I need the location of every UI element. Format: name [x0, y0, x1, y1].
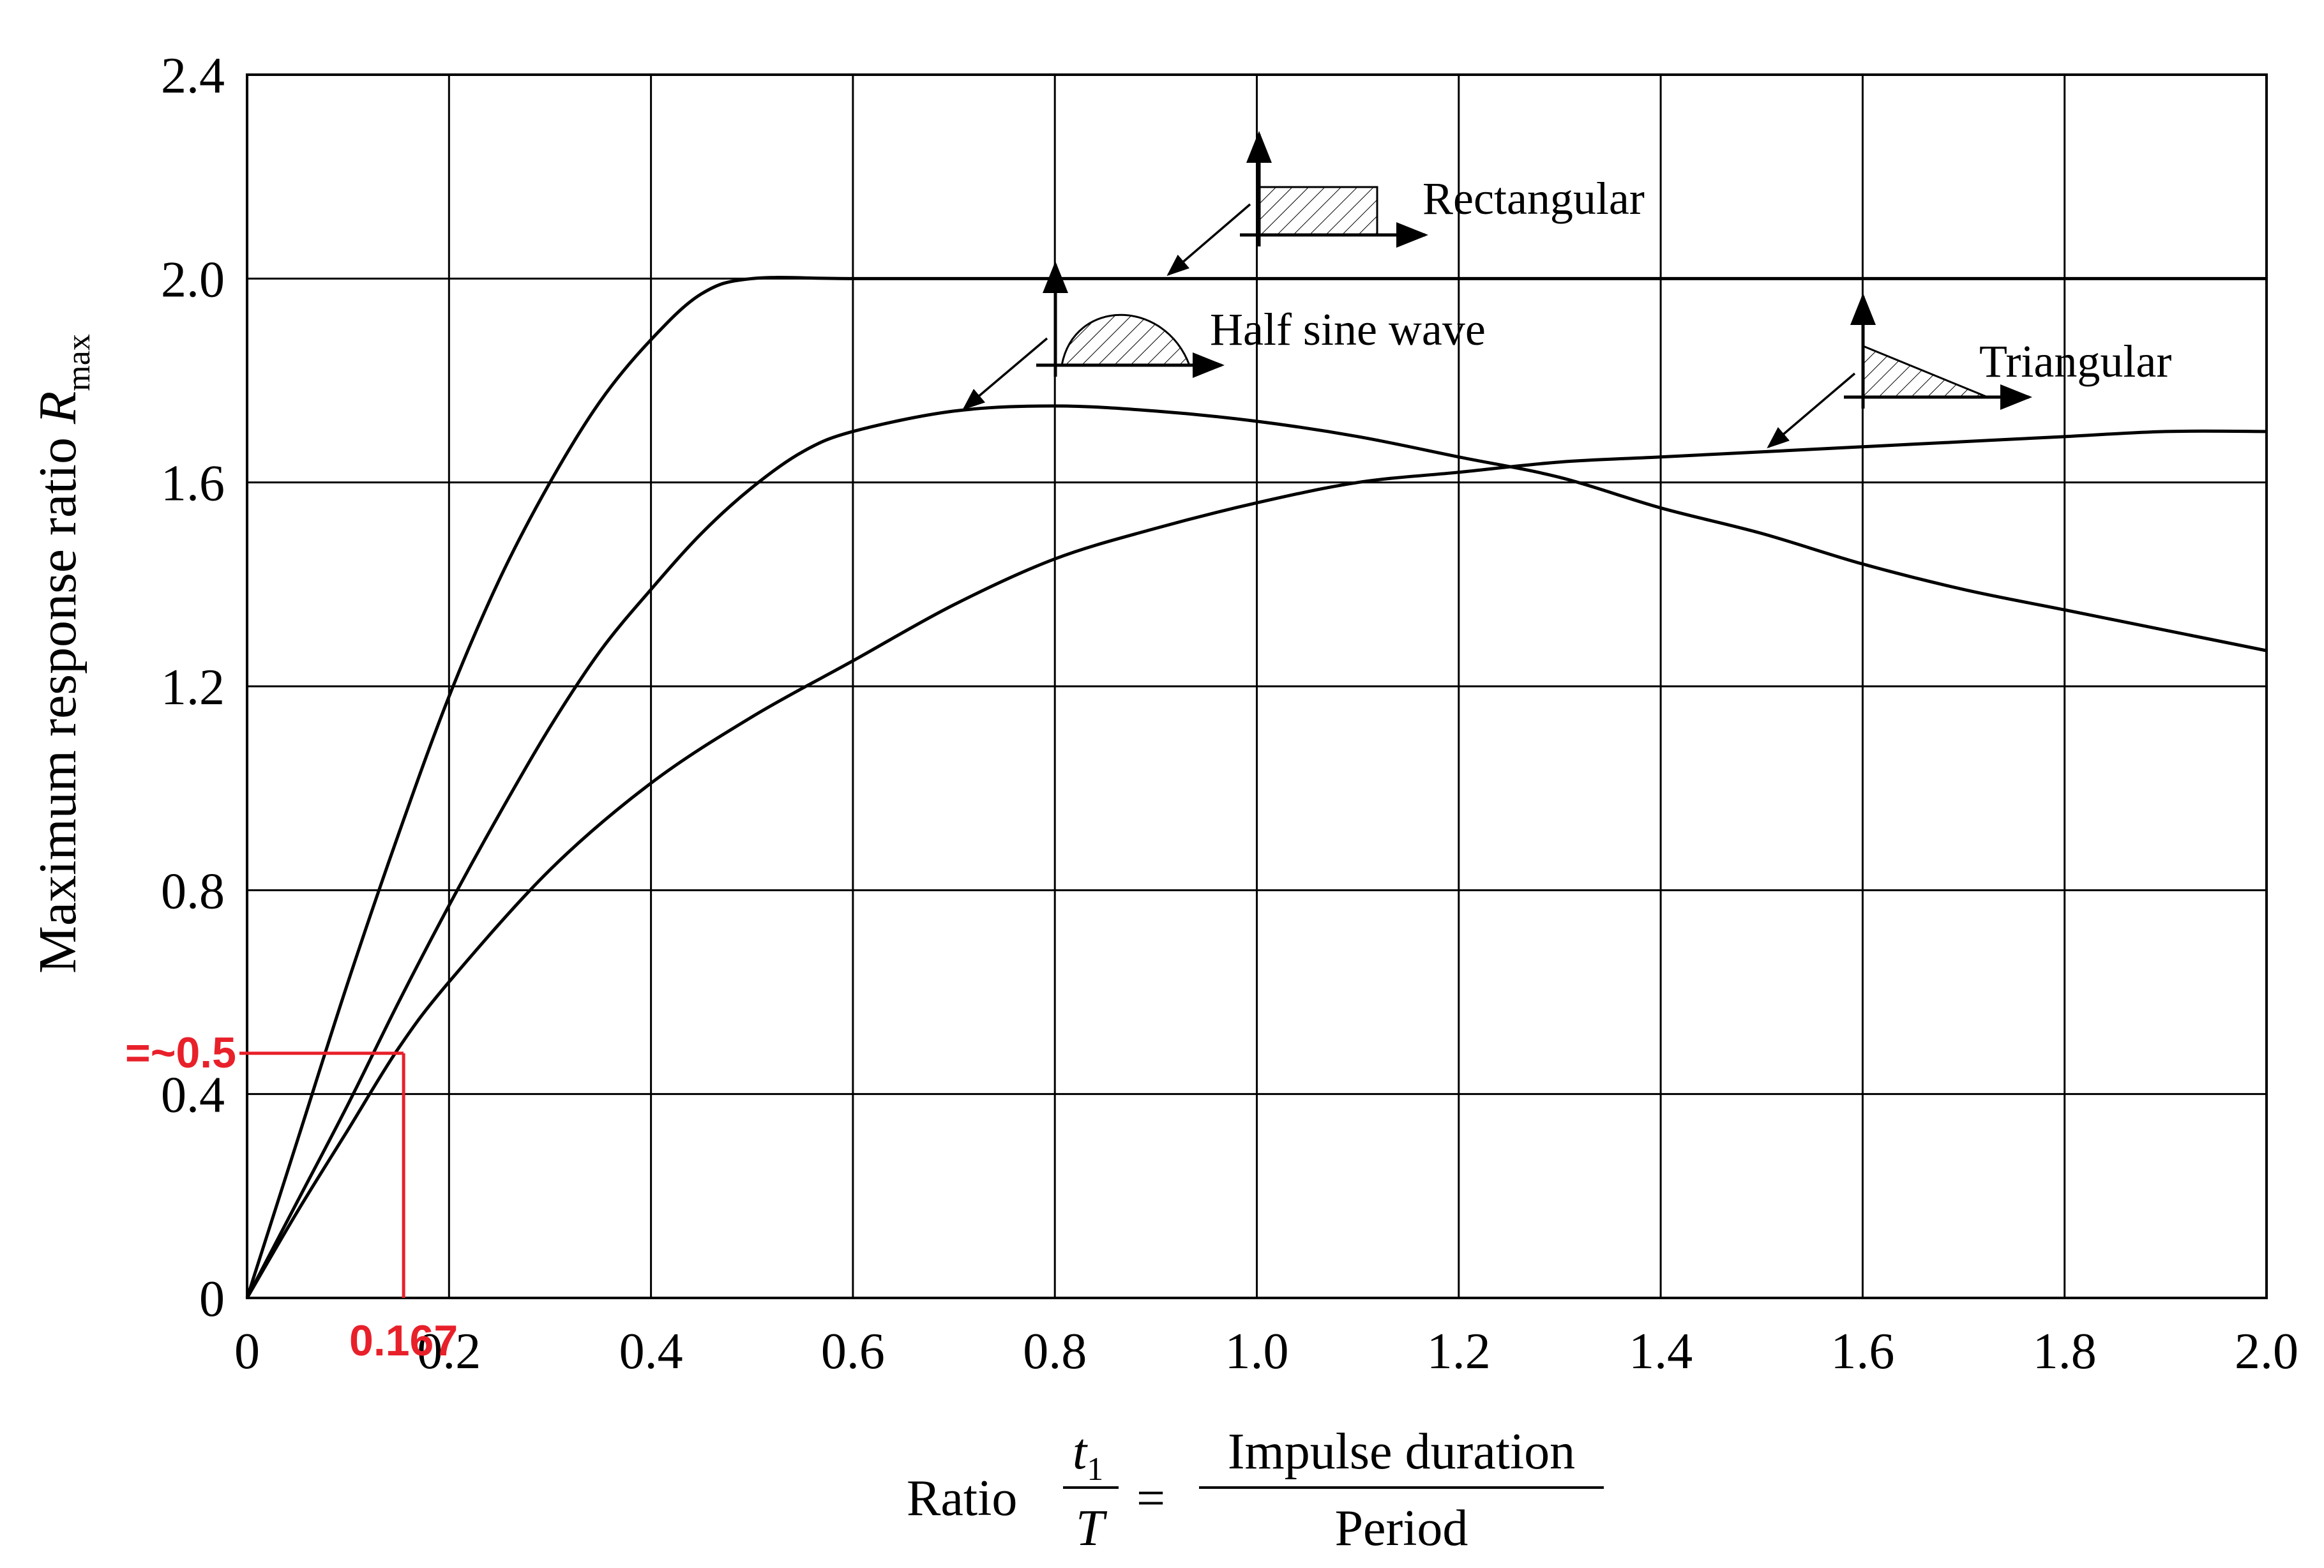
pulse-annotation-rectangular: Rectangular: [1166, 131, 1645, 276]
pulse-annotation-halfsine: Half sine wave: [962, 261, 1486, 411]
x-axis-word-denominator: Period: [1335, 1500, 1468, 1557]
x-tick-label: 2.0: [2235, 1323, 2298, 1380]
y-tick-label: 1.6: [161, 456, 225, 512]
x-tick-label: 1.0: [1225, 1323, 1289, 1380]
triangular-pulse-shape: [1862, 344, 1988, 398]
highlight-guide: 0.167 =~0.5: [125, 1029, 458, 1365]
x-axis-label: Ratio t1 T = Impulse duration Period: [907, 1424, 1604, 1557]
x-tick-label: 0.8: [1023, 1323, 1087, 1380]
series-line-triangular: [245, 429, 2267, 1299]
y-tick-label: 0.4: [161, 1067, 225, 1124]
x-axis-label-prefix: Ratio: [907, 1470, 1017, 1527]
x-axis-frac-numerator: t1: [1073, 1424, 1103, 1488]
y-axis-label-main: Maximum response ratio: [28, 424, 87, 974]
axes: 0 0.2 0.4 0.6 0.8 1.0 1.2 1.4 1.6 1.8 2.0 0 0.4 0.8 1.…: [161, 48, 2298, 1380]
x-tick-label: 0.4: [619, 1323, 683, 1380]
grid: [246, 73, 2268, 1299]
y-axis-label-subscript: max: [61, 334, 97, 391]
y-tick-label: 2.0: [161, 252, 225, 308]
pulse-label-triangular: Triangular: [1979, 336, 2171, 387]
rectangular-pulse-shape: [1258, 186, 1378, 236]
y-tick-label: 2.4: [161, 48, 225, 104]
pulse-annotation-triangular: Triangular: [1767, 293, 2171, 449]
plot-frame: [246, 73, 2268, 1299]
pulse-pointer-arrow: [1767, 372, 1856, 449]
pulse-pointer-arrow: [1166, 203, 1251, 276]
y-tick-label: 0.8: [161, 863, 225, 919]
x-tick-label: 0.6: [821, 1323, 885, 1380]
highlight-x-label: 0.167: [349, 1316, 458, 1365]
x-axis-equals: =: [1136, 1470, 1165, 1527]
pulse-icons: Rectangular Half sine wave Triangular: [962, 131, 2171, 449]
x-tick-label: 1.6: [1830, 1323, 1894, 1380]
x-axis-word-numerator: Impulse duration: [1228, 1424, 1575, 1480]
x-tick-label: 0: [234, 1323, 260, 1380]
x-tick-label: 1.8: [2033, 1323, 2097, 1380]
half-sine-pulse-shape: [1060, 313, 1191, 366]
x-tick-label: 0.2: [417, 1323, 481, 1380]
series-line-rectangular: [245, 276, 2267, 1299]
x-tick-label: 1.2: [1427, 1323, 1491, 1380]
y-tick-label: 0: [199, 1271, 225, 1327]
pulse-label-halfsine: Half sine wave: [1210, 304, 1486, 355]
pulse-label-rectangular: Rectangular: [1422, 173, 1645, 224]
y-axis-label: Maximum response ratio Rmax: [28, 334, 97, 974]
x-tick-label: 1.4: [1629, 1323, 1693, 1380]
x-axis-frac-denominator: T: [1076, 1500, 1108, 1557]
y-axis-label-symbol: R: [28, 391, 87, 425]
pulse-pointer-arrow: [962, 337, 1048, 411]
y-tick-label: 1.2: [161, 660, 225, 716]
highlight-y-label: =~0.5: [125, 1029, 236, 1077]
